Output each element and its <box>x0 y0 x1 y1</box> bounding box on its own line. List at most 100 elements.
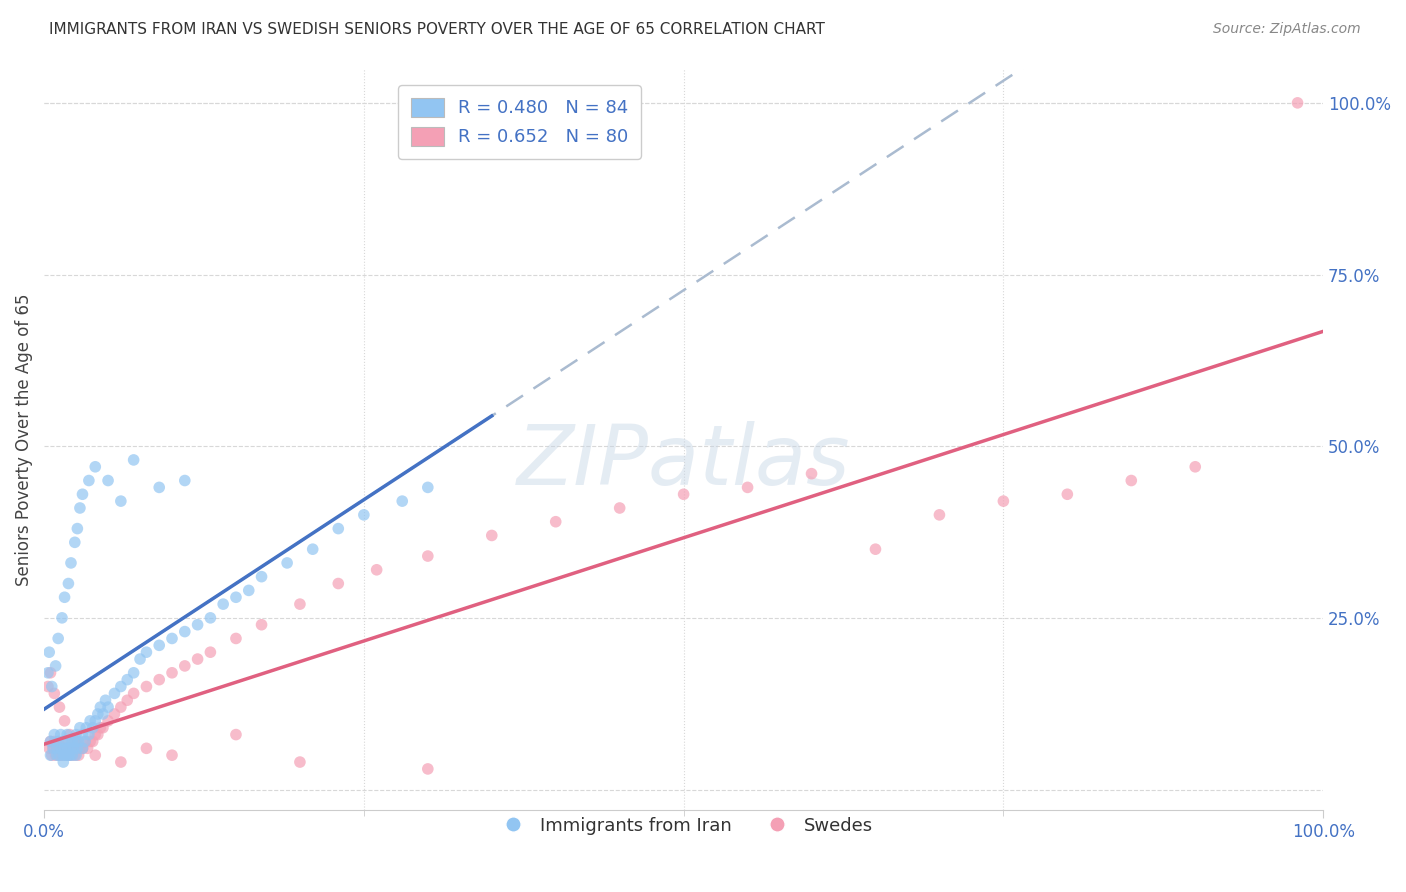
Point <box>52 755 75 769</box>
Point <box>53 591 76 605</box>
Point <box>89 700 111 714</box>
Point <box>38 741 60 756</box>
Point <box>56 741 79 756</box>
Point <box>82 734 104 748</box>
Point <box>51 611 73 625</box>
Point <box>91 721 114 735</box>
Point <box>38 645 60 659</box>
Point <box>59 556 82 570</box>
Point <box>328 576 350 591</box>
Point <box>53 734 76 748</box>
Text: Source: ZipAtlas.com: Source: ZipAtlas.com <box>1213 22 1361 37</box>
Point <box>416 549 439 563</box>
Point <box>58 576 80 591</box>
Point <box>84 714 107 728</box>
Point <box>110 680 132 694</box>
Point <box>97 474 120 488</box>
Point <box>66 522 89 536</box>
Point <box>52 734 75 748</box>
Point <box>37 665 59 680</box>
Point <box>865 542 887 557</box>
Point <box>46 734 69 748</box>
Point <box>39 665 62 680</box>
Point <box>928 508 950 522</box>
Point <box>58 748 80 763</box>
Point <box>481 528 503 542</box>
Point <box>62 734 84 748</box>
Point <box>737 480 759 494</box>
Point <box>250 617 273 632</box>
Point <box>1121 474 1143 488</box>
Point <box>173 474 195 488</box>
Point <box>84 728 107 742</box>
Point <box>173 624 195 639</box>
Point <box>110 755 132 769</box>
Point <box>122 686 145 700</box>
Point <box>238 583 260 598</box>
Point <box>56 741 79 756</box>
Point <box>46 632 69 646</box>
Point <box>60 734 83 748</box>
Point <box>148 480 170 494</box>
Point <box>45 741 67 756</box>
Point <box>117 673 139 687</box>
Point <box>225 728 247 742</box>
Point <box>41 748 63 763</box>
Point <box>72 741 94 756</box>
Point <box>1286 95 1309 110</box>
Point <box>148 638 170 652</box>
Point <box>353 508 375 522</box>
Point <box>65 748 87 763</box>
Point <box>103 686 125 700</box>
Point <box>51 748 73 763</box>
Point <box>46 734 69 748</box>
Point <box>69 500 91 515</box>
Point <box>800 467 823 481</box>
Y-axis label: Seniors Poverty Over the Age of 65: Seniors Poverty Over the Age of 65 <box>15 293 32 585</box>
Point <box>993 494 1015 508</box>
Point <box>160 632 183 646</box>
Point <box>75 721 97 735</box>
Point <box>76 741 98 756</box>
Point <box>416 762 439 776</box>
Point <box>148 673 170 687</box>
Point <box>45 748 67 763</box>
Point <box>39 748 62 763</box>
Point <box>44 686 66 700</box>
Point <box>160 748 183 763</box>
Point <box>187 617 209 632</box>
Point <box>135 680 157 694</box>
Point <box>416 480 439 494</box>
Point <box>97 700 120 714</box>
Point <box>79 714 101 728</box>
Point <box>48 748 70 763</box>
Point <box>66 741 89 756</box>
Point <box>135 645 157 659</box>
Legend: Immigrants from Iran, Swedes: Immigrants from Iran, Swedes <box>488 809 880 842</box>
Point <box>72 741 94 756</box>
Point <box>544 515 567 529</box>
Point <box>41 680 63 694</box>
Point <box>63 748 86 763</box>
Point <box>59 728 82 742</box>
Point <box>59 741 82 756</box>
Point <box>60 748 83 763</box>
Point <box>77 728 100 742</box>
Point <box>39 734 62 748</box>
Point <box>212 597 235 611</box>
Point <box>276 556 298 570</box>
Point <box>42 741 65 756</box>
Text: IMMIGRANTS FROM IRAN VS SWEDISH SENIORS POVERTY OVER THE AGE OF 65 CORRELATION C: IMMIGRANTS FROM IRAN VS SWEDISH SENIORS … <box>49 22 825 37</box>
Point <box>89 721 111 735</box>
Point <box>44 734 66 748</box>
Point <box>48 748 70 763</box>
Text: ZIPatlas: ZIPatlas <box>517 421 851 502</box>
Point <box>72 741 94 756</box>
Point <box>225 632 247 646</box>
Point <box>122 453 145 467</box>
Point <box>94 693 117 707</box>
Point <box>122 665 145 680</box>
Point <box>58 748 80 763</box>
Point <box>72 728 94 742</box>
Point <box>117 693 139 707</box>
